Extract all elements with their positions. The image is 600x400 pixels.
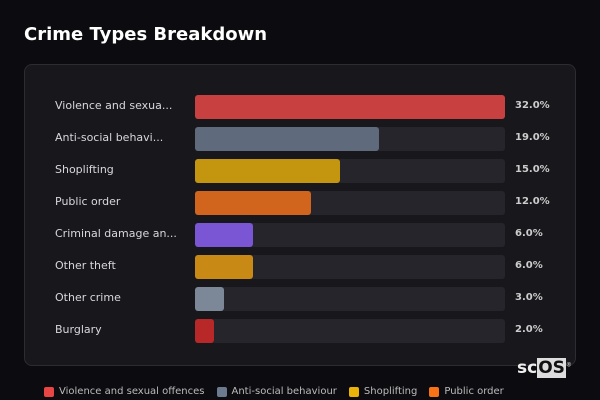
- legend-item[interactable]: Anti-social behaviour: [216, 386, 337, 397]
- bar-track: [195, 127, 505, 151]
- legend-label: Violence and sexual offences: [59, 386, 205, 397]
- value-label: 32.0%: [515, 100, 550, 111]
- legend: Violence and sexual offences Anti-social …: [44, 386, 504, 397]
- value-label: 2.0%: [515, 324, 543, 335]
- bar-track: [195, 223, 505, 247]
- category-label: Criminal damage an...: [55, 227, 177, 240]
- bar-row: Criminal damage an... 6.0%: [25, 223, 575, 247]
- legend-label: Anti-social behaviour: [231, 386, 337, 397]
- bar-row: Shoplifting 15.0%: [25, 159, 575, 183]
- bar[interactable]: [195, 95, 505, 119]
- bar-row: Other theft 6.0%: [25, 255, 575, 279]
- bar-track: [195, 95, 505, 119]
- bar-row: Public order 12.0%: [25, 191, 575, 215]
- bar[interactable]: [195, 255, 254, 279]
- bar-row: Burglary 2.0%: [25, 319, 575, 343]
- legend-item[interactable]: Public order: [429, 386, 504, 397]
- legend-swatch: [216, 386, 227, 397]
- legend-label: Public order: [444, 386, 504, 397]
- bar[interactable]: [195, 319, 215, 343]
- chart-card: Violence and sexua... 32.0% Anti-social b…: [24, 64, 576, 366]
- chart-title: Crime Types Breakdown: [24, 24, 268, 45]
- bar[interactable]: [195, 223, 254, 247]
- value-label: 3.0%: [515, 292, 543, 303]
- category-label: Other theft: [55, 259, 116, 272]
- value-label: 15.0%: [515, 164, 550, 175]
- legend-label: Shoplifting: [363, 386, 418, 397]
- value-label: 19.0%: [515, 132, 550, 143]
- value-label: 12.0%: [515, 196, 550, 207]
- bar[interactable]: [195, 127, 380, 151]
- value-label: 6.0%: [515, 260, 543, 271]
- legend-item[interactable]: Violence and sexual offences: [44, 386, 205, 397]
- bar-row: Violence and sexua... 32.0%: [25, 95, 575, 119]
- category-label: Violence and sexua...: [55, 99, 173, 112]
- bar[interactable]: [195, 191, 312, 215]
- bar-track: [195, 255, 505, 279]
- bar[interactable]: [195, 159, 341, 183]
- bar-track: [195, 287, 505, 311]
- legend-swatch: [44, 386, 54, 397]
- category-label: Anti-social behavi...: [55, 131, 164, 144]
- category-label: Burglary: [55, 323, 102, 336]
- bar-track: [195, 319, 505, 343]
- legend-swatch: [348, 386, 359, 397]
- value-label: 6.0%: [515, 228, 543, 239]
- legend-swatch: [429, 386, 440, 397]
- bar-track: [195, 191, 505, 215]
- category-label: Public order: [55, 195, 121, 208]
- bar-row: Anti-social behavi... 19.0%: [25, 127, 575, 151]
- category-label: Other crime: [55, 291, 121, 304]
- legend-item[interactable]: Shoplifting: [348, 386, 418, 397]
- bar-row: Other crime 3.0%: [25, 287, 575, 311]
- bar-track: [195, 159, 505, 183]
- bar[interactable]: [195, 287, 225, 311]
- category-label: Shoplifting: [55, 163, 114, 176]
- scos-logo: scOS®: [517, 358, 572, 378]
